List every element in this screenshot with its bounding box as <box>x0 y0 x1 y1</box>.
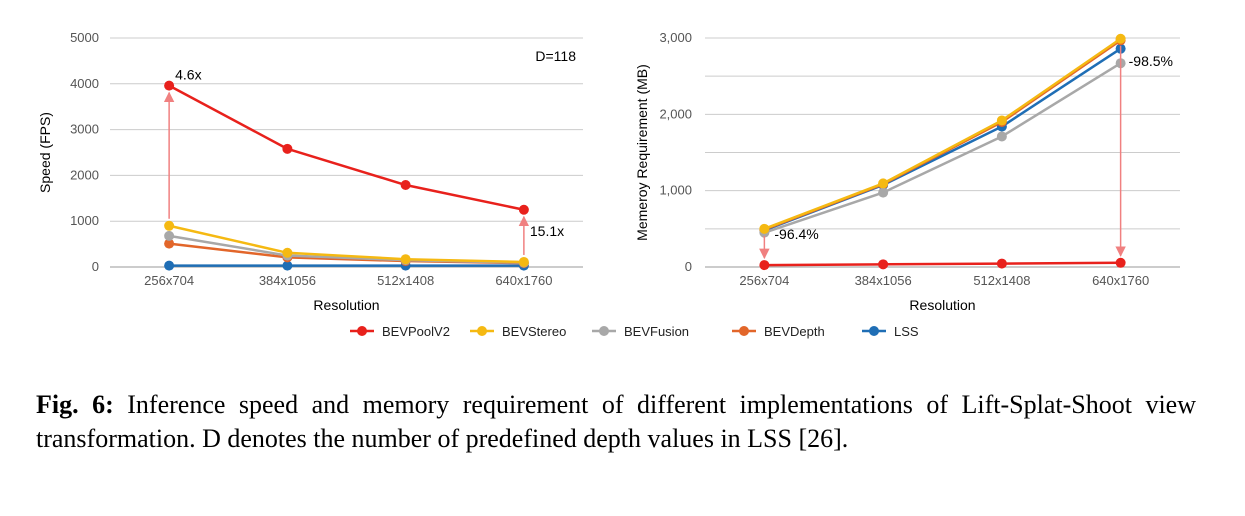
speed-series-bevpoolv2 <box>164 80 529 215</box>
speed-y-tick-label: 2000 <box>70 167 99 182</box>
speed-depth-label: D=118 <box>535 48 576 64</box>
legend-item-bevfusion: BEVFusion <box>592 324 689 339</box>
speed-annotation-label: 15.1x <box>530 223 564 239</box>
speed-x-tick-label: 640x1760 <box>495 273 552 288</box>
caption-label: Fig. 6: <box>36 390 114 419</box>
legend-item-bevdepth: BEVDepth <box>732 324 825 339</box>
speed-point-bevstereo <box>282 247 293 258</box>
speed-point-bevpoolv2 <box>282 143 293 154</box>
memory-x-tick-label: 256x704 <box>739 273 789 288</box>
legend-label-bevpoolv2: BEVPoolV2 <box>382 324 450 339</box>
speed-x-axis-title: Resolution <box>313 297 379 313</box>
speed-point-bevpoolv2 <box>164 80 175 91</box>
legend-item-bevstereo: BEVStereo <box>470 324 566 339</box>
speed-y-tick-label: 1000 <box>70 213 99 228</box>
legend-marker-bevpoolv2 <box>357 326 367 336</box>
memory-line-bevpoolv2 <box>764 261 1121 267</box>
speed-y-tick-label: 3000 <box>70 122 99 137</box>
memory-x-tick-label: 512x1408 <box>973 273 1030 288</box>
speed-series-bevstereo <box>164 220 529 267</box>
memory-point-bevstereo <box>1115 33 1126 44</box>
speed-point-bevpoolv2 <box>518 204 529 215</box>
memory-chart: 0 1,000 2,000 3,000 256x704 384x1056 512x1408 6… <box>634 30 1180 313</box>
memory-y-tick-label: 3,000 <box>659 30 692 45</box>
memory-x-tick-label: 384x1056 <box>855 273 912 288</box>
memory-line-bevfusion <box>763 62 1122 234</box>
speed-line-bevstereo <box>168 224 524 264</box>
memory-y-tick-label: 0 <box>685 259 692 274</box>
speed-y-tick-label: 0 <box>92 259 99 274</box>
memory-point-bevfusion <box>996 131 1007 142</box>
memory-x-axis-title: Resolution <box>909 297 975 313</box>
memory-point-bevstereo <box>878 178 889 189</box>
speed-y-tick-label: 5000 <box>70 30 99 45</box>
legend-marker-bevstereo <box>477 326 487 336</box>
memory-series-bevdepth <box>759 35 1126 235</box>
speed-annotation-label: 4.6x <box>175 67 201 83</box>
memory-series-bevpoolv2 <box>759 257 1126 271</box>
speed-point-bevpoolv2 <box>400 180 411 191</box>
figure-caption: Fig. 6: Inference speed and memory requi… <box>36 388 1196 456</box>
memory-x-tick-label: 640x1760 <box>1092 273 1149 288</box>
legend-marker-bevdepth <box>739 326 749 336</box>
legend-label-lss: LSS <box>894 324 919 339</box>
memory-annotation-label: -98.5% <box>1129 53 1173 69</box>
speed-point-lss <box>282 260 293 271</box>
memory-y-axis-title: Memeroy Requirement (MB) <box>634 64 650 241</box>
legend-label-bevfusion: BEVFusion <box>624 324 689 339</box>
memory-y-tick-label: 1,000 <box>659 183 692 198</box>
speed-y-tick-label: 4000 <box>70 76 99 91</box>
memory-point-bevpoolv2 <box>759 260 770 271</box>
memory-point-bevstereo <box>996 115 1007 126</box>
legend: BEVPoolV2 BEVStereo BEVFusion BEVDepth LSS <box>350 324 919 339</box>
memory-annotation-label: -96.4% <box>774 226 818 242</box>
speed-point-bevdepth <box>164 238 175 249</box>
legend-item-bevpoolv2: BEVPoolV2 <box>350 324 450 339</box>
memory-series-bevstereo <box>759 33 1126 234</box>
memory-y-tick-label: 2,000 <box>659 106 692 121</box>
speed-point-bevfusion <box>164 230 175 241</box>
legend-item-lss: LSS <box>862 324 919 339</box>
speed-point-bevstereo <box>518 256 529 267</box>
memory-point-bevpoolv2 <box>996 258 1007 269</box>
speed-x-tick-label: 384x1056 <box>259 273 316 288</box>
memory-point-bevpoolv2 <box>878 259 889 270</box>
legend-marker-lss <box>869 326 879 336</box>
speed-point-bevstereo <box>164 220 175 231</box>
memory-point-bevpoolv2 <box>1115 257 1126 268</box>
memory-point-bevstereo <box>759 223 770 234</box>
speed-point-lss <box>164 260 175 271</box>
caption-text: Inference speed and memory requirement o… <box>36 390 1196 453</box>
legend-label-bevstereo: BEVStereo <box>502 324 566 339</box>
speed-y-axis-title: Speed (FPS) <box>37 112 53 193</box>
speed-line-bevpoolv2 <box>168 84 525 211</box>
legend-marker-bevfusion <box>599 326 609 336</box>
legend-label-bevdepth: BEVDepth <box>764 324 825 339</box>
memory-line-bevdepth <box>763 39 1122 231</box>
memory-line-bevstereo <box>763 37 1122 231</box>
speed-x-tick-label: 512x1408 <box>377 273 434 288</box>
speed-chart: 0 1000 2000 3000 4000 5000 256x704 384x1056 512x… <box>37 30 583 313</box>
speed-x-tick-label: 256x704 <box>144 273 194 288</box>
speed-point-bevstereo <box>400 254 411 265</box>
memory-point-bevfusion <box>878 187 889 198</box>
